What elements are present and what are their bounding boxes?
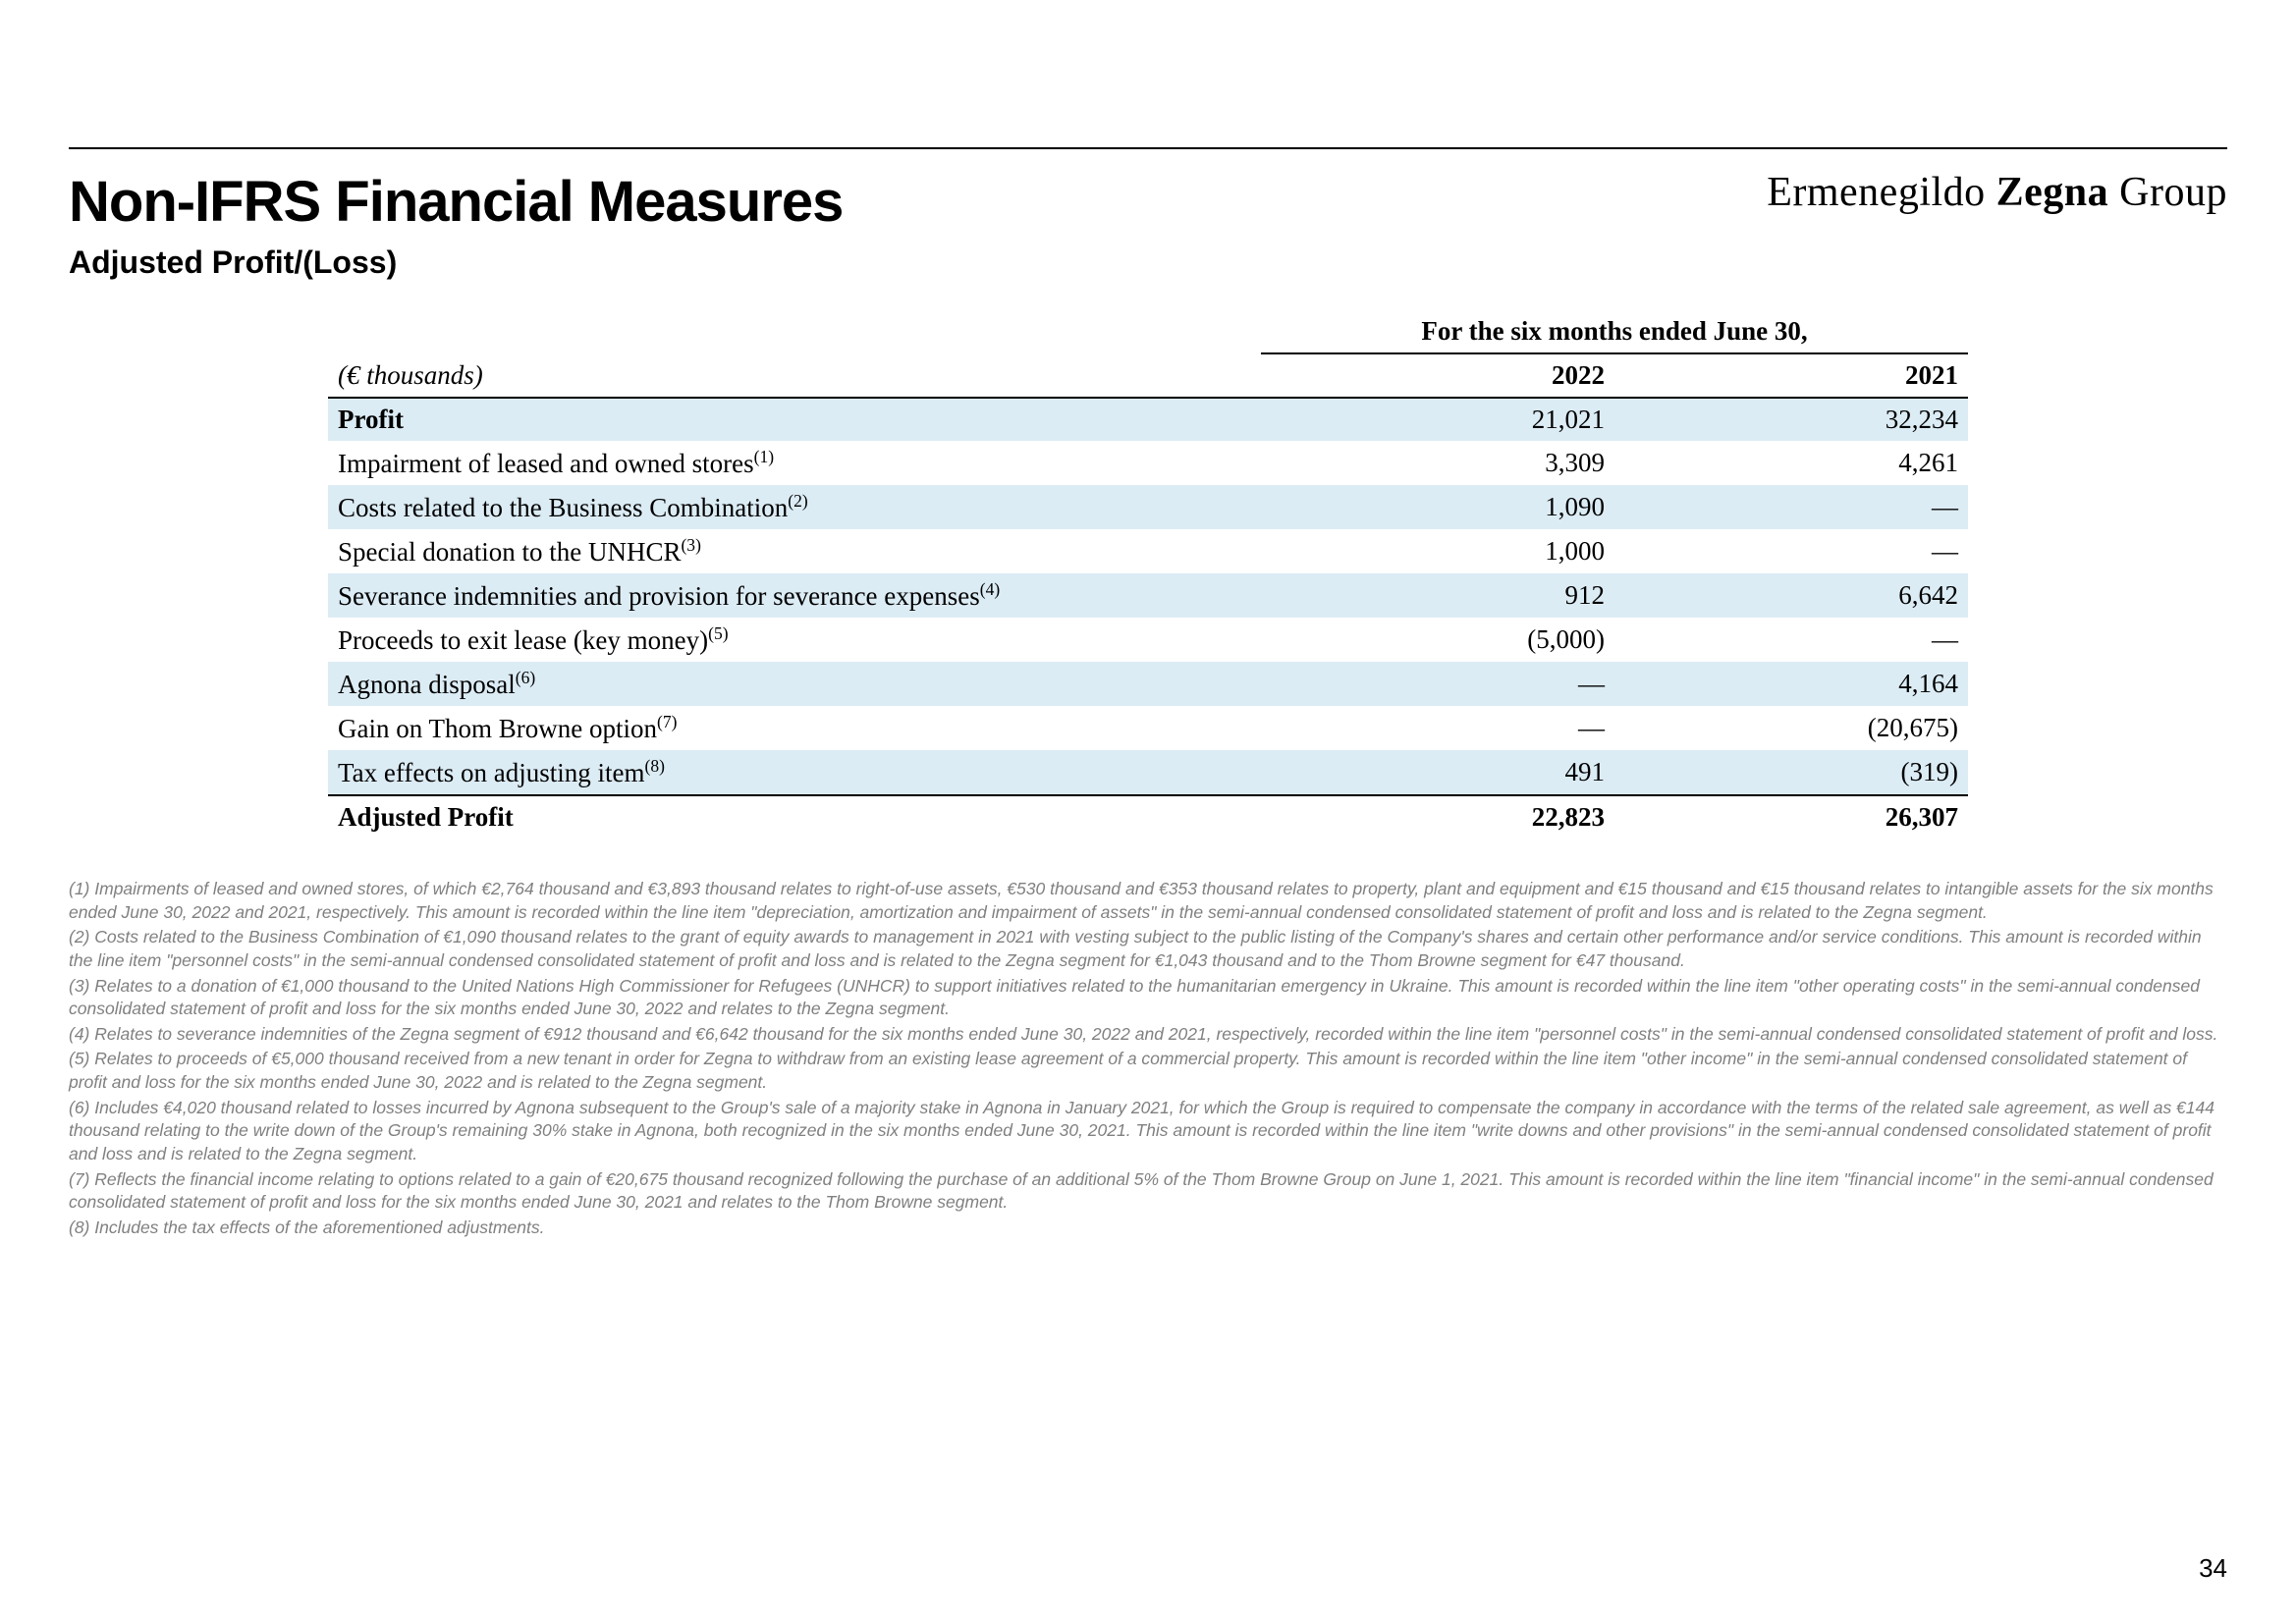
total-value-2021: 26,307 — [1614, 795, 1968, 839]
footnote-2: (2) Costs related to the Business Combin… — [69, 926, 2227, 972]
table-row: Costs related to the Business Combinatio… — [328, 485, 1968, 529]
units-label: (€ thousands) — [328, 353, 1261, 398]
row-value-2022: 3,309 — [1261, 441, 1614, 485]
row-value-2021: 6,642 — [1614, 573, 1968, 618]
row-label: Costs related to the Business Combinatio… — [328, 485, 1261, 529]
row-value-2022: (5,000) — [1261, 618, 1614, 662]
row-label: Agnona disposal(6) — [328, 662, 1261, 706]
row-label: Severance indemnities and provision for … — [328, 573, 1261, 618]
row-value-2021: 32,234 — [1614, 398, 1968, 441]
row-label: Proceeds to exit lease (key money)(5) — [328, 618, 1261, 662]
row-value-2022: 491 — [1261, 750, 1614, 795]
brand-logo: Ermenegildo Zegna Group — [1767, 169, 2227, 216]
page-number: 34 — [2199, 1553, 2227, 1584]
brand-part-3: Group — [2119, 170, 2227, 215]
table-row: Gain on Thom Browne option(7) — (20,675) — [328, 706, 1968, 750]
row-label: Profit — [328, 398, 1261, 441]
brand-part-1: Ermenegildo — [1767, 170, 1985, 215]
row-label: Special donation to the UNHCR(3) — [328, 529, 1261, 573]
footnote-5: (5) Relates to proceeds of €5,000 thousa… — [69, 1048, 2227, 1094]
row-value-2022: 21,021 — [1261, 398, 1614, 441]
total-value-2022: 22,823 — [1261, 795, 1614, 839]
row-value-2021: — — [1614, 485, 1968, 529]
row-label: Gain on Thom Browne option(7) — [328, 706, 1261, 750]
period-label: For the six months ended June 30, — [1261, 310, 1968, 353]
footnote-7: (7) Reflects the financial income relati… — [69, 1168, 2227, 1215]
row-label: Tax effects on adjusting item(8) — [328, 750, 1261, 795]
table-row: Tax effects on adjusting item(8) 491 (31… — [328, 750, 1968, 795]
table-container: For the six months ended June 30, (€ tho… — [328, 310, 1968, 839]
row-value-2021: 4,164 — [1614, 662, 1968, 706]
table-row: Severance indemnities and provision for … — [328, 573, 1968, 618]
footnote-6: (6) Includes €4,020 thousand related to … — [69, 1097, 2227, 1166]
header-row: Non-IFRS Financial Measures Ermenegildo … — [69, 169, 2227, 235]
subtitle: Adjusted Profit/(Loss) — [69, 244, 2227, 281]
row-value-2021: — — [1614, 618, 1968, 662]
row-value-2021: (319) — [1614, 750, 1968, 795]
period-header-row: For the six months ended June 30, — [328, 310, 1968, 353]
row-value-2022: — — [1261, 662, 1614, 706]
table-row: Special donation to the UNHCR(3) 1,000 — — [328, 529, 1968, 573]
year-1: 2022 — [1261, 353, 1614, 398]
footnote-8: (8) Includes the tax effects of the afor… — [69, 1217, 2227, 1240]
row-label: Impairment of leased and owned stores(1) — [328, 441, 1261, 485]
footnotes: (1) Impairments of leased and owned stor… — [69, 878, 2227, 1239]
footnote-1: (1) Impairments of leased and owned stor… — [69, 878, 2227, 924]
table-row: Profit 21,021 32,234 — [328, 398, 1968, 441]
footnote-4: (4) Relates to severance indemnities of … — [69, 1023, 2227, 1047]
footnote-3: (3) Relates to a donation of €1,000 thou… — [69, 975, 2227, 1021]
row-value-2021: (20,675) — [1614, 706, 1968, 750]
table-body: Profit 21,021 32,234 Impairment of lease… — [328, 398, 1968, 839]
total-label: Adjusted Profit — [328, 795, 1261, 839]
page-title: Non-IFRS Financial Measures — [69, 169, 843, 235]
empty-cell — [328, 310, 1261, 353]
row-value-2021: 4,261 — [1614, 441, 1968, 485]
year-header-row: (€ thousands) 2022 2021 — [328, 353, 1968, 398]
table-row: Impairment of leased and owned stores(1)… — [328, 441, 1968, 485]
row-value-2022: — — [1261, 706, 1614, 750]
row-value-2022: 1,000 — [1261, 529, 1614, 573]
row-value-2022: 1,090 — [1261, 485, 1614, 529]
row-value-2022: 912 — [1261, 573, 1614, 618]
table-row: Proceeds to exit lease (key money)(5) (5… — [328, 618, 1968, 662]
top-rule — [69, 147, 2227, 149]
row-value-2021: — — [1614, 529, 1968, 573]
brand-part-2: Zegna — [1996, 170, 2109, 215]
adjusted-profit-table: For the six months ended June 30, (€ tho… — [328, 310, 1968, 839]
year-2: 2021 — [1614, 353, 1968, 398]
total-row: Adjusted Profit 22,823 26,307 — [328, 795, 1968, 839]
table-row: Agnona disposal(6) — 4,164 — [328, 662, 1968, 706]
